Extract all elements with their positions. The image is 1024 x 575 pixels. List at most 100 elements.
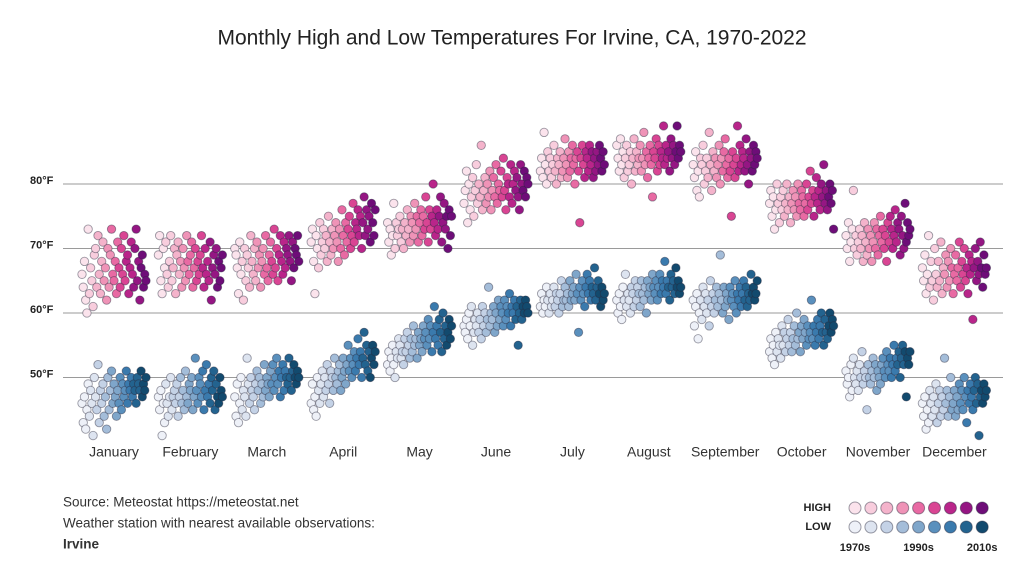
data-point — [769, 359, 780, 370]
data-point — [481, 327, 491, 337]
data-point — [792, 308, 802, 318]
data-point — [934, 276, 945, 286]
data-point — [126, 237, 136, 247]
legend: HIGH LOW 1970s 1990s 2010s — [804, 501, 997, 554]
data-point — [959, 372, 969, 383]
data-point — [711, 172, 722, 183]
data-point — [411, 224, 421, 234]
data-point — [175, 372, 186, 383]
data-point — [782, 179, 792, 189]
data-point — [486, 205, 496, 215]
data-point — [310, 288, 320, 299]
data-point — [709, 308, 719, 318]
data-point — [434, 314, 444, 325]
data-point — [307, 224, 318, 234]
data-point — [389, 359, 399, 370]
data-point — [307, 379, 318, 389]
data-point — [470, 185, 480, 196]
data-point — [705, 276, 716, 286]
legend-swatch — [975, 520, 989, 534]
legend-swatch — [848, 501, 862, 515]
data-point — [162, 269, 172, 279]
data-point — [188, 282, 198, 292]
data-point — [163, 282, 173, 292]
data-point — [968, 314, 978, 325]
data-point — [196, 230, 207, 241]
data-point — [506, 159, 516, 170]
data-point — [95, 288, 106, 299]
data-point — [122, 398, 133, 408]
data-point — [141, 276, 151, 286]
data-point — [857, 347, 867, 357]
data-point — [249, 405, 260, 415]
data-point — [119, 230, 129, 241]
legend-swatch — [928, 520, 941, 534]
data-point — [417, 347, 427, 357]
data-point — [865, 379, 876, 389]
data-point — [523, 308, 533, 318]
data-point — [920, 392, 930, 402]
data-point — [698, 140, 708, 150]
data-point — [793, 179, 803, 189]
data-point — [395, 211, 405, 221]
data-point — [981, 385, 992, 396]
data-point — [437, 237, 447, 247]
data-point — [338, 230, 348, 241]
data-point — [937, 288, 947, 299]
data-point — [474, 179, 484, 189]
data-point — [230, 392, 240, 402]
data-point — [918, 276, 929, 286]
data-point — [98, 379, 108, 389]
data-point — [580, 172, 590, 183]
data-point — [191, 385, 202, 396]
data-point — [332, 237, 342, 247]
data-point — [267, 256, 277, 267]
data-point — [767, 211, 777, 221]
data-point — [922, 269, 932, 279]
data-point — [236, 269, 246, 279]
data-point — [276, 256, 287, 267]
data-point — [141, 372, 151, 383]
data-point — [783, 314, 793, 325]
data-point — [676, 147, 686, 157]
data-point — [857, 230, 867, 241]
data-point — [885, 211, 895, 221]
data-point — [429, 301, 440, 312]
data-point — [560, 134, 570, 144]
data-point — [476, 140, 486, 150]
data-point — [195, 250, 205, 260]
data-point — [827, 185, 838, 196]
data-point — [697, 314, 707, 325]
data-point — [746, 269, 756, 279]
data-point — [948, 288, 958, 299]
data-point — [233, 288, 244, 299]
data-point — [931, 379, 941, 389]
data-point — [635, 301, 645, 312]
data-point — [732, 121, 743, 131]
data-point — [132, 276, 143, 286]
data-point — [260, 230, 271, 241]
data-point — [955, 282, 966, 292]
data-point — [85, 263, 96, 273]
data-point — [166, 372, 176, 383]
legend-swatch — [880, 501, 894, 515]
data-point — [928, 295, 939, 305]
x-tick-label: November — [846, 444, 911, 460]
data-point — [270, 263, 281, 273]
data-point — [184, 269, 194, 279]
data-point — [546, 172, 557, 183]
data-point — [752, 153, 762, 163]
data-point — [463, 218, 473, 228]
data-point — [580, 301, 590, 312]
data-point — [886, 372, 897, 383]
data-point — [970, 243, 980, 254]
data-point — [730, 172, 740, 183]
data-point — [856, 243, 866, 254]
data-point — [506, 321, 516, 331]
data-point — [156, 276, 166, 286]
data-point — [214, 398, 224, 408]
data-point — [626, 179, 637, 189]
data-point — [428, 179, 438, 189]
data-point — [310, 392, 320, 402]
y-tick-label: 50°F — [30, 368, 54, 380]
